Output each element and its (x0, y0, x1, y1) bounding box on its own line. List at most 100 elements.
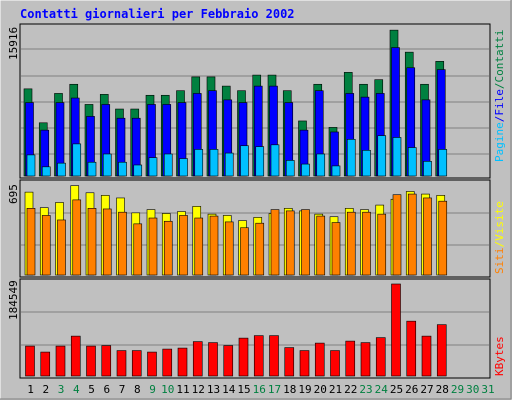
sites-bar (194, 217, 204, 276)
day-label: 29 (451, 383, 464, 396)
sites-bar (72, 199, 82, 276)
day-label: 17 (268, 383, 281, 396)
sites-bar (392, 194, 402, 276)
day-label: 30 (466, 383, 479, 396)
pages-bar (301, 163, 310, 177)
sites-bar (133, 223, 143, 276)
chart-title: Contatti giornalieri per Febbraio 2002 (20, 7, 295, 21)
kbytes-bar (269, 335, 279, 377)
kbytes-bar (25, 345, 35, 377)
kbytes-bar (345, 340, 356, 377)
pages-bar (87, 161, 97, 177)
pages-bar (346, 139, 356, 177)
day-label: 18 (283, 383, 296, 396)
day-label: 8 (134, 383, 141, 396)
sites-bar (26, 208, 36, 276)
kbytes-bar (421, 335, 432, 377)
pages-bar (102, 153, 112, 177)
sites-bar (362, 211, 371, 276)
pages-bar (331, 165, 341, 177)
day-label: 20 (314, 383, 327, 396)
sites-bar (102, 208, 112, 276)
kbytes-bar (147, 351, 157, 377)
kbytes-bar (70, 335, 81, 377)
sites-bar (270, 209, 280, 276)
kbytes-bar (116, 350, 127, 377)
pages-bar (240, 145, 249, 177)
sites-bar (57, 219, 66, 276)
sites-bar (224, 221, 234, 276)
hits-legend: Pagine/File/Contatti (493, 30, 506, 162)
day-label: 12 (192, 383, 205, 396)
day-label: 16 (253, 383, 266, 396)
kbytes-bar (314, 342, 325, 377)
kbytes-bar (101, 345, 112, 377)
legend-files: File (493, 89, 506, 116)
legend-sep-3: / (493, 241, 506, 248)
visits-legend: Siti/Visite (493, 201, 506, 274)
day-label: 27 (420, 383, 433, 396)
day-label: 3 (58, 383, 65, 396)
pages-bar (72, 143, 82, 177)
sites-bar (118, 211, 127, 276)
kbytes-bar (330, 350, 340, 377)
pages-bar (423, 161, 432, 177)
pages-bar (57, 162, 66, 177)
kbytes-bar (131, 350, 142, 377)
pages-bar (133, 164, 143, 177)
day-label: 6 (103, 383, 110, 396)
sites-bar (179, 215, 188, 276)
legend-sep-1: / (493, 116, 506, 123)
kbytes-bar (192, 341, 203, 377)
sites-bar (285, 210, 295, 276)
visits-ymax-label: 695 (7, 184, 20, 204)
pages-bar (179, 158, 188, 177)
day-label: 24 (375, 383, 389, 396)
sites-bar (163, 220, 173, 276)
legend-kbytes: KBytes (493, 336, 506, 376)
pages-bar (224, 152, 234, 177)
kbytes-bar (360, 342, 371, 377)
day-label: 1 (27, 383, 34, 396)
kbytes-bar (223, 345, 234, 377)
pages-bar (41, 166, 51, 177)
pages-bar (285, 160, 295, 177)
day-label: 10 (161, 383, 174, 396)
day-label: 22 (344, 383, 357, 396)
day-label: 15 (237, 383, 250, 396)
pages-bar (392, 137, 402, 177)
sites-bar (377, 213, 387, 276)
pages-bar (438, 149, 448, 177)
kbytes-bar (55, 345, 66, 377)
pages-bar (209, 149, 219, 177)
kbytes-bar (391, 283, 401, 377)
day-label: 26 (405, 383, 418, 396)
day-label: 11 (176, 383, 189, 396)
day-label: 23 (359, 383, 372, 396)
legend-visits: Visite (493, 201, 506, 241)
pages-bar (316, 153, 326, 177)
sites-bar (148, 217, 158, 276)
sites-bar (209, 215, 219, 276)
day-label: 4 (73, 383, 80, 396)
sites-bar (331, 222, 341, 276)
pages-bar (148, 157, 158, 177)
sites-bar (316, 215, 326, 276)
sites-bar (255, 222, 265, 276)
pages-bar (407, 147, 417, 177)
day-label: 13 (207, 383, 220, 396)
day-label: 21 (329, 383, 342, 396)
legend-hits: Contatti (493, 30, 506, 83)
pages-bar (163, 153, 173, 177)
day-label: 14 (222, 383, 236, 396)
pages-bar (377, 135, 387, 177)
legend-sites: Siti (493, 248, 506, 275)
day-label: 7 (119, 383, 126, 396)
day-label: 31 (481, 383, 494, 396)
sites-bar (407, 193, 417, 276)
kbytes-bar (436, 324, 447, 377)
pages-bar (118, 161, 127, 177)
kbytes-bar (208, 342, 218, 377)
sites-bar (41, 215, 51, 276)
bars (23, 29, 448, 377)
